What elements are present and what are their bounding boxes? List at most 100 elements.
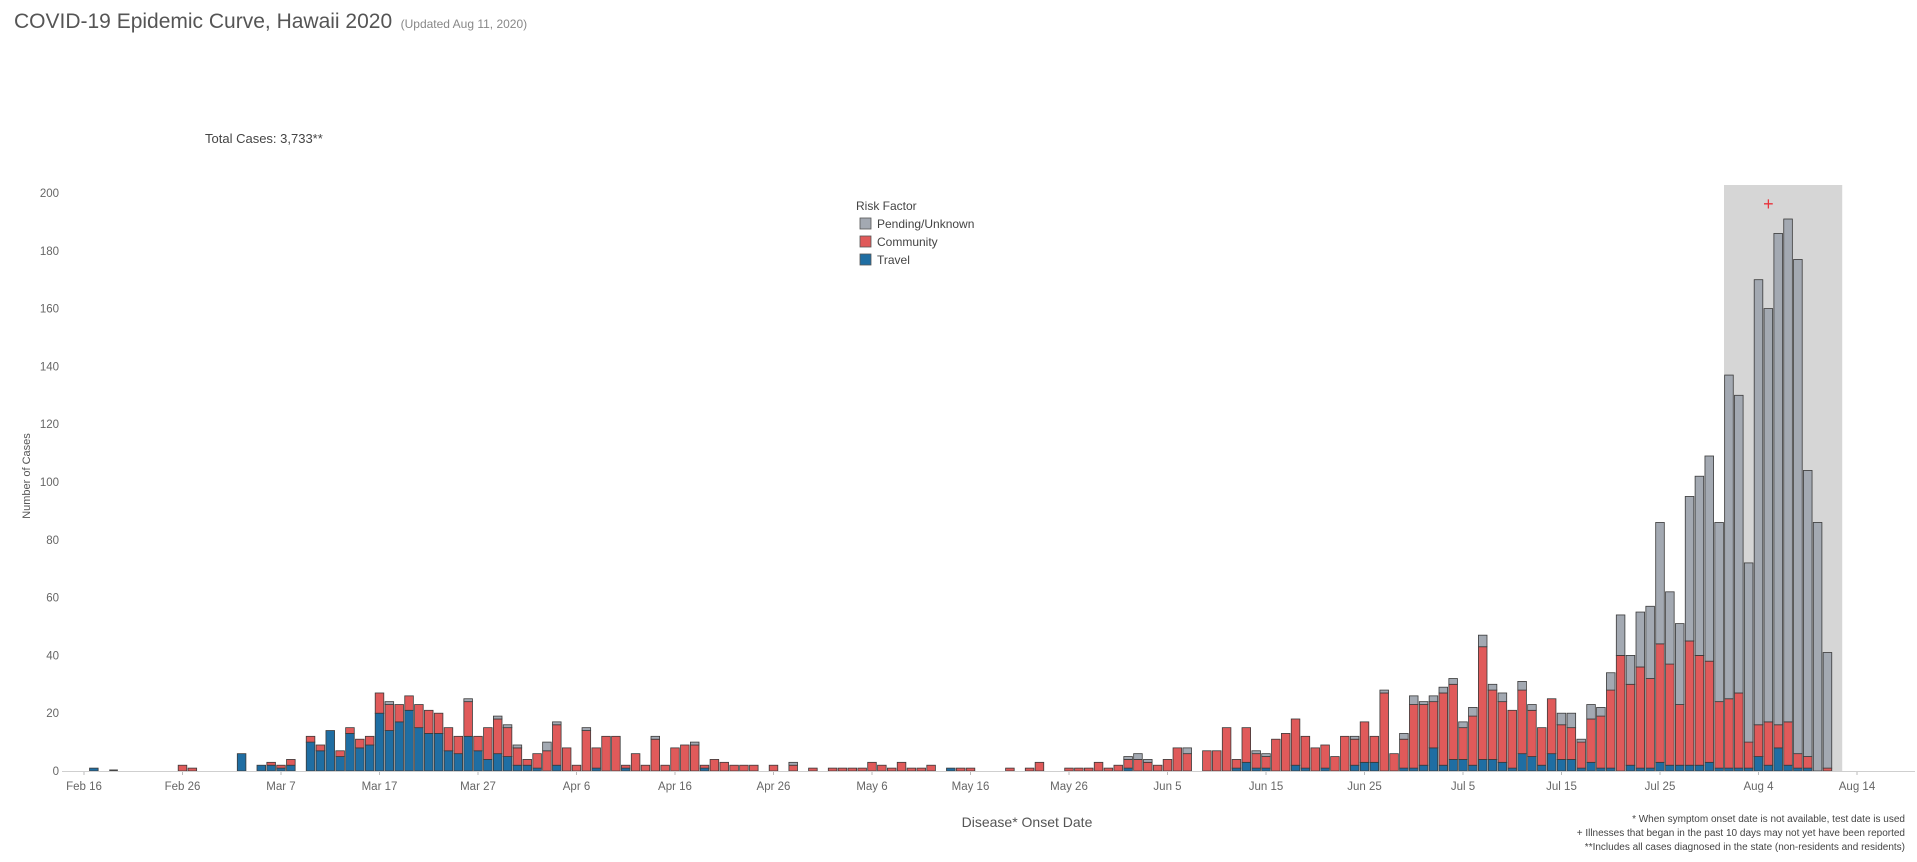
day-bar[interactable] [1497,692,1508,772]
day-bar[interactable] [1310,747,1320,772]
day-bar[interactable] [1684,496,1695,772]
day-bar[interactable] [414,704,424,772]
day-bar[interactable] [1625,655,1636,772]
day-bar[interactable] [463,698,473,772]
day-bar[interactable] [729,764,739,772]
day-bar[interactable] [502,724,513,772]
day-bar[interactable] [305,735,316,772]
day-bar[interactable] [827,767,838,772]
day-bar[interactable] [325,730,335,772]
day-bar[interactable] [1221,727,1232,772]
day-bar[interactable] [946,767,956,772]
day-bar[interactable] [1152,764,1163,772]
day-bar[interactable] [955,767,966,772]
day-bar[interactable] [286,759,296,772]
day-bar[interactable] [1251,750,1261,772]
day-bar[interactable] [236,753,247,772]
day-bar[interactable] [1586,704,1596,772]
day-bar[interactable] [1665,591,1675,772]
day-bar[interactable] [1714,522,1724,772]
day-bar[interactable] [1349,735,1360,772]
day-bar[interactable] [847,767,858,772]
day-bar[interactable] [256,764,267,772]
day-bar[interactable] [1389,753,1399,772]
day-bar[interactable] [808,767,818,772]
day-bar[interactable] [601,735,611,772]
day-bar[interactable] [315,744,326,772]
day-bar[interactable] [680,744,690,772]
day-bar[interactable] [552,721,562,772]
day-bar[interactable] [483,727,493,772]
day-bar[interactable] [89,767,99,772]
day-bar[interactable] [571,764,582,772]
day-bar[interactable] [1694,475,1705,772]
day-bar[interactable] [788,761,798,772]
day-bar[interactable] [1724,374,1734,772]
day-bar[interactable] [1409,695,1419,772]
day-bar[interactable] [266,761,276,772]
day-bar[interactable] [1084,767,1094,772]
day-bar[interactable] [1093,761,1104,772]
day-bar[interactable] [109,769,118,772]
day-bar[interactable] [709,759,720,772]
day-bar[interactable] [1074,767,1084,772]
day-bar[interactable] [1546,698,1557,772]
day-bar[interactable] [1300,735,1311,772]
day-bar[interactable] [355,738,365,772]
day-bar[interactable] [690,741,700,772]
day-bar[interactable] [473,735,483,772]
day-bar[interactable] [877,764,887,772]
day-bar[interactable] [906,767,917,772]
day-bar[interactable] [384,701,395,772]
day-bar[interactable] [1064,767,1074,772]
day-bar[interactable] [1123,756,1133,772]
day-bar[interactable] [1438,686,1449,772]
day-bar[interactable] [1290,718,1301,772]
day-bar[interactable] [335,750,345,772]
day-bar[interactable] [364,735,375,772]
day-bar[interactable] [177,764,188,772]
bars-group[interactable] [89,218,1833,772]
day-bar[interactable] [433,712,444,772]
day-bar[interactable] [650,735,661,772]
day-bar[interactable] [1812,522,1823,772]
day-bar[interactable] [1271,738,1281,772]
legend[interactable]: Risk Factor Pending/Unknown Community Tr… [856,199,974,267]
day-bar[interactable] [1655,522,1665,772]
day-bar[interactable] [768,764,779,772]
day-bar[interactable] [1340,735,1350,772]
day-bar[interactable] [1468,707,1478,772]
day-bar[interactable] [424,709,434,772]
day-bar[interactable] [394,704,404,772]
day-bar[interactable] [1763,308,1774,772]
day-bar[interactable] [1743,562,1754,772]
day-bar[interactable] [374,692,385,772]
day-bar[interactable] [630,753,641,772]
day-bar[interactable] [591,747,601,772]
day-bar[interactable] [1320,744,1330,772]
day-bar[interactable] [1704,455,1714,772]
day-bar[interactable] [1428,695,1439,772]
day-bar[interactable] [1615,614,1626,772]
day-bar[interactable] [719,761,729,772]
day-bar[interactable] [1369,735,1380,772]
day-bar[interactable] [1034,761,1045,772]
day-bar[interactable] [1822,652,1833,772]
day-bar[interactable] [1566,712,1577,772]
day-bar[interactable] [1783,218,1793,772]
day-bar[interactable] [1517,681,1527,772]
day-bar[interactable] [837,767,848,772]
day-bar[interactable] [1359,721,1370,772]
day-bar[interactable] [699,764,710,772]
day-bar[interactable] [1005,767,1015,772]
day-bar[interactable] [1172,747,1183,772]
day-bar[interactable] [1418,701,1429,772]
day-bar[interactable] [1212,750,1222,772]
day-bar[interactable] [542,741,552,772]
day-bar[interactable] [1281,733,1291,772]
day-bar[interactable] [1635,611,1646,772]
day-bar[interactable] [512,744,523,772]
day-bar[interactable] [1241,727,1252,772]
day-bar[interactable] [1507,709,1517,772]
day-bar[interactable] [1113,764,1123,772]
